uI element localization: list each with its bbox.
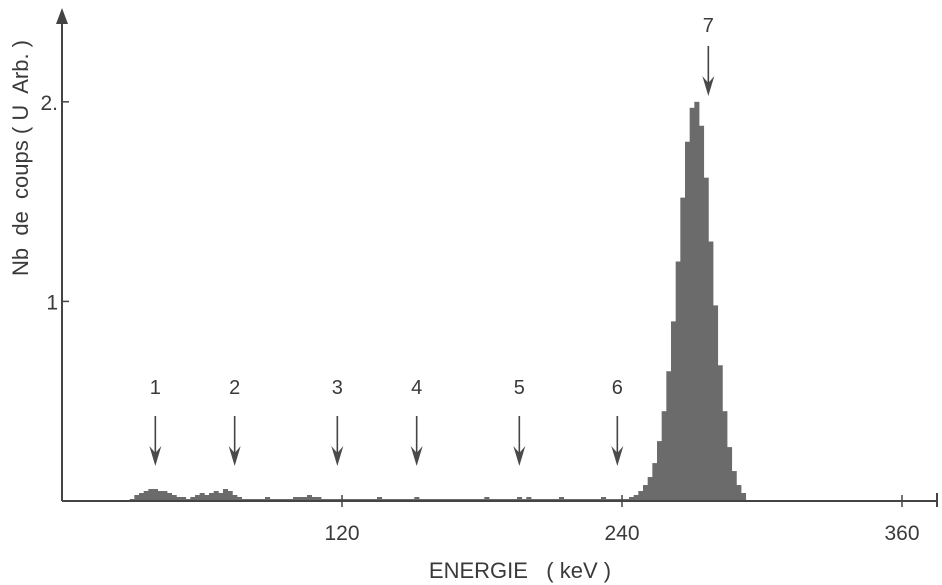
histogram-bar bbox=[526, 497, 532, 501]
histogram-bar bbox=[237, 497, 243, 501]
peak-arrow-head bbox=[702, 76, 715, 96]
peak-label: 5 bbox=[514, 377, 525, 399]
histogram-bar bbox=[209, 493, 215, 501]
histogram-bar bbox=[316, 497, 322, 501]
peak-label: 4 bbox=[411, 377, 422, 399]
histogram-bar bbox=[689, 107, 695, 502]
x-tick-label: 360 bbox=[884, 522, 919, 545]
histogram-bar bbox=[213, 491, 219, 501]
histogram-bar bbox=[601, 497, 607, 501]
x-tick-label: 120 bbox=[324, 522, 359, 545]
histogram-bar bbox=[171, 495, 177, 501]
x-tick-label: 240 bbox=[604, 522, 639, 545]
peak-arrow-head bbox=[149, 446, 162, 466]
histogram-bar bbox=[157, 491, 163, 501]
histogram-bar bbox=[652, 463, 658, 501]
histogram-bar bbox=[134, 495, 140, 501]
histogram-bar bbox=[302, 497, 308, 501]
histogram-bar bbox=[703, 177, 709, 501]
histogram-bar bbox=[694, 101, 700, 501]
histogram-bar bbox=[223, 489, 229, 501]
histogram-bar bbox=[517, 497, 523, 501]
histogram-bar bbox=[162, 491, 168, 501]
histogram-bar bbox=[633, 495, 639, 501]
histogram-bar bbox=[176, 497, 182, 501]
histogram-bar bbox=[153, 489, 159, 501]
histogram-bar bbox=[143, 491, 149, 501]
histogram-bar bbox=[671, 321, 677, 501]
histogram-bar bbox=[638, 491, 644, 501]
y-tick-label: 2. bbox=[40, 92, 58, 115]
histogram-bar bbox=[293, 497, 299, 501]
histogram-bar bbox=[218, 493, 224, 501]
histogram-bar bbox=[708, 241, 714, 501]
histogram-bar bbox=[181, 497, 187, 501]
histogram-bar bbox=[685, 141, 691, 502]
histogram-bar bbox=[232, 495, 238, 501]
peak-arrow-head bbox=[611, 446, 624, 466]
y-axis-label: Nb de coups ( U Arb. ) bbox=[8, 40, 33, 276]
histogram-bar bbox=[297, 497, 303, 501]
histogram-bar bbox=[167, 493, 173, 501]
peak-arrow-head bbox=[228, 446, 241, 466]
peak-label: 7 bbox=[703, 15, 714, 37]
histogram-bar bbox=[643, 485, 649, 501]
peak-arrow-head bbox=[410, 446, 423, 466]
peak-annotations: 1 2 3 4 5 6 7 bbox=[149, 15, 715, 466]
histogram-bar bbox=[204, 495, 210, 501]
chart-axes bbox=[56, 8, 938, 507]
histogram-bar bbox=[736, 485, 742, 501]
histogram-bar bbox=[484, 497, 490, 501]
x-axis-label: ENERGIE ( keV ) bbox=[429, 558, 611, 583]
histogram-bar bbox=[139, 493, 145, 501]
histogram-bar bbox=[727, 447, 733, 501]
histogram-bar bbox=[722, 411, 728, 501]
y-axis-arrowhead bbox=[56, 8, 68, 24]
peak-label: 6 bbox=[612, 377, 623, 399]
histogram-bar bbox=[195, 495, 201, 501]
histogram-bar bbox=[227, 491, 233, 501]
histogram-bar bbox=[741, 493, 747, 501]
histogram-bar bbox=[307, 495, 313, 501]
histogram-bar bbox=[629, 497, 635, 501]
histogram-bar bbox=[699, 125, 705, 502]
histogram-bar bbox=[377, 497, 383, 501]
histogram-bar bbox=[657, 441, 663, 501]
histogram-bar bbox=[559, 497, 565, 501]
peak-label: 2 bbox=[229, 377, 240, 399]
histogram-bar bbox=[199, 493, 205, 501]
y-tick-label: 1 bbox=[46, 291, 58, 314]
histogram-bar bbox=[647, 477, 653, 501]
histogram-bar bbox=[731, 471, 737, 501]
x-ticks: 120 240 360 bbox=[324, 495, 920, 545]
peak-label: 1 bbox=[150, 377, 161, 399]
histogram-bar bbox=[265, 497, 271, 501]
histogram-bar bbox=[414, 497, 420, 501]
peak-arrow-head bbox=[331, 446, 344, 466]
y-ticks: 1 2. bbox=[40, 92, 69, 314]
histogram-bar bbox=[675, 261, 681, 501]
histogram-bar bbox=[717, 365, 723, 501]
histogram-bar bbox=[666, 371, 672, 501]
peak-label: 3 bbox=[332, 377, 343, 399]
histogram-bar bbox=[661, 411, 667, 501]
histogram-bar bbox=[190, 497, 196, 501]
histogram-bar bbox=[311, 497, 317, 501]
histogram-bar bbox=[680, 197, 686, 501]
histogram-bar bbox=[713, 305, 719, 501]
histogram-bar bbox=[148, 489, 154, 501]
histogram-bars bbox=[129, 101, 747, 502]
peak-arrow-head bbox=[513, 446, 526, 466]
